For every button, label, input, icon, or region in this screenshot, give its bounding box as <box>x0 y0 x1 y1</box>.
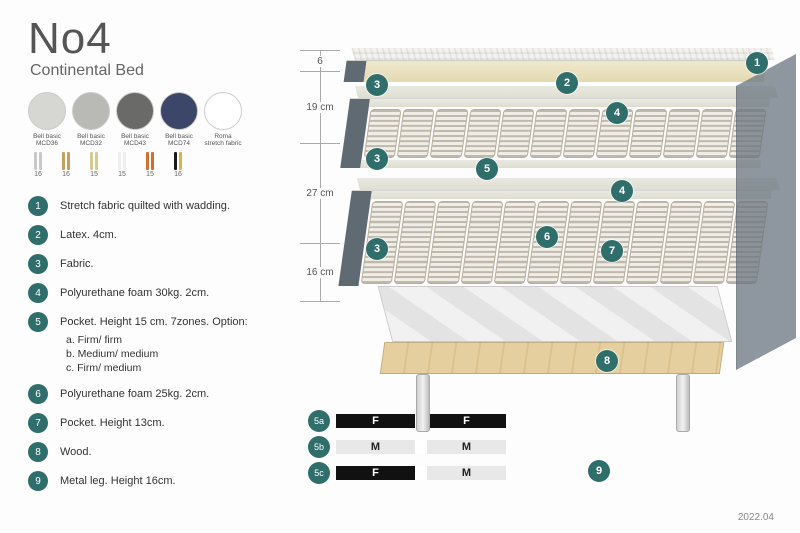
fabric-swatches: Bell basic MCD36 Bell basic MCD32 Bell b… <box>28 92 242 147</box>
callout-badge: 1 <box>746 52 768 74</box>
callout-badge: 8 <box>596 350 618 372</box>
product-subtitle: Continental Bed <box>30 62 144 80</box>
bed-cutaway: 1 2 3 4 3 5 4 3 6 7 8 9 <box>346 30 786 490</box>
legend-item: 3 Fabric. <box>28 254 288 274</box>
legend-text: Metal leg. Height 16cm. <box>60 471 176 489</box>
swatch-color <box>204 92 242 130</box>
legend-badge: 9 <box>28 471 48 491</box>
swatch: Bell basic MCD36 <box>28 92 66 147</box>
callout-badge: 3 <box>366 238 388 260</box>
legend-item: 6 Polyurethane foam 25kg. 2cm. <box>28 384 288 404</box>
product-title: No4 <box>28 14 112 64</box>
legend-badge: 3 <box>28 254 48 274</box>
dimension: 16 cm <box>300 244 340 302</box>
layer4-foam <box>369 99 770 107</box>
legend-item: 2 Latex. 4cm. <box>28 225 288 245</box>
layer8-slats <box>378 286 733 342</box>
callout-badge: 4 <box>606 102 628 124</box>
legend-badge: 5 <box>28 312 48 332</box>
legend-item: 9 Metal leg. Height 16cm. <box>28 471 288 491</box>
swatch-label: Bell basic MCD32 <box>72 133 110 147</box>
dimension: 19 cm <box>300 72 340 144</box>
leg-size: 16 <box>168 171 188 178</box>
swatch: Bell basic MCD32 <box>72 92 110 147</box>
legend-item: 7 Pocket. Height 13cm. <box>28 413 288 433</box>
legend-badge: 1 <box>28 196 48 216</box>
legend-item: 5 Pocket. Height 15 cm. 7zones. Option:a… <box>28 312 288 375</box>
layer1-top <box>352 48 775 60</box>
legend-item: 8 Wood. <box>28 442 288 462</box>
callout-badge: 2 <box>556 72 578 94</box>
dimension: 6 <box>300 50 340 72</box>
layer6-foam-top <box>357 178 780 190</box>
legend-text: Polyurethane foam 30kg. 2cm. <box>60 283 209 301</box>
legend-text: Stretch fabric quilted with wadding. <box>60 196 230 214</box>
layer4-foam-bottom <box>360 160 761 168</box>
legend-text: Pocket. Height 15 cm. 7zones. Option:a. … <box>60 312 248 375</box>
leg-option: 16 <box>56 148 76 178</box>
legend-text: Pocket. Height 13cm. <box>60 413 165 431</box>
callout-badge: 3 <box>366 148 388 170</box>
layer5-pocket <box>361 107 768 160</box>
leg-option: 15 <box>84 148 104 178</box>
callout-badge: 3 <box>366 74 388 96</box>
swatch-color <box>28 92 66 130</box>
doc-date: 2022.04 <box>738 512 774 523</box>
swatch-label: Bell basic MCD74 <box>160 133 198 147</box>
legend-list: 1 Stretch fabric quilted with wadding. 2 … <box>28 196 288 500</box>
legend-badge: 7 <box>28 413 48 433</box>
swatch: Bell basic MCD43 <box>116 92 154 147</box>
swatch: Roma stretch fabric <box>204 92 242 147</box>
callout-badge: 7 <box>601 240 623 262</box>
legend-badge: 8 <box>28 442 48 462</box>
callout-badge: 4 <box>611 180 633 202</box>
swatch-label: Bell basic MCD36 <box>28 133 66 147</box>
legend-badge: 6 <box>28 384 48 404</box>
side-panel <box>736 54 796 370</box>
leg-option: 16 <box>28 148 48 178</box>
legend-text: Latex. 4cm. <box>60 225 117 243</box>
legend-text: Polyurethane foam 25kg. 2cm. <box>60 384 209 402</box>
dimension-column: 619 cm27 cm16 cm <box>300 50 340 302</box>
swatch-label: Roma stretch fabric <box>204 133 242 147</box>
legend-item: 4 Polyurethane foam 30kg. 2cm. <box>28 283 288 303</box>
legend-text: Wood. <box>60 442 92 460</box>
leg-option: 15 <box>140 148 160 178</box>
bed-diagram: 619 cm27 cm16 cm <box>300 30 790 500</box>
callout-badge: 5 <box>476 158 498 180</box>
leg-size: 16 <box>56 171 76 178</box>
leg-options: 16 16 15 15 15 16 <box>28 148 188 178</box>
swatch-color <box>116 92 154 130</box>
swatch-color <box>72 92 110 130</box>
leg-size: 15 <box>84 171 104 178</box>
legend-badge: 2 <box>28 225 48 245</box>
leg-size: 15 <box>140 171 160 178</box>
legend-item: 1 Stretch fabric quilted with wadding. <box>28 196 288 216</box>
swatch-color <box>160 92 198 130</box>
legend-badge: 4 <box>28 283 48 303</box>
leg-size: 15 <box>112 171 132 178</box>
leg-option: 15 <box>112 148 132 178</box>
swatch-label: Bell basic MCD43 <box>116 133 154 147</box>
layer8-wood <box>380 342 724 374</box>
callout-badge: 9 <box>588 460 610 482</box>
layer6-foam <box>371 191 772 199</box>
metal-leg <box>676 374 690 432</box>
leg-size: 16 <box>28 171 48 178</box>
leg-option: 16 <box>168 148 188 178</box>
legend-text: Fabric. <box>60 254 94 272</box>
dimension: 27 cm <box>300 144 340 244</box>
swatch: Bell basic MCD74 <box>160 92 198 147</box>
callout-badge: 6 <box>536 226 558 248</box>
metal-leg <box>416 374 430 432</box>
layer7-pocket <box>358 199 770 286</box>
